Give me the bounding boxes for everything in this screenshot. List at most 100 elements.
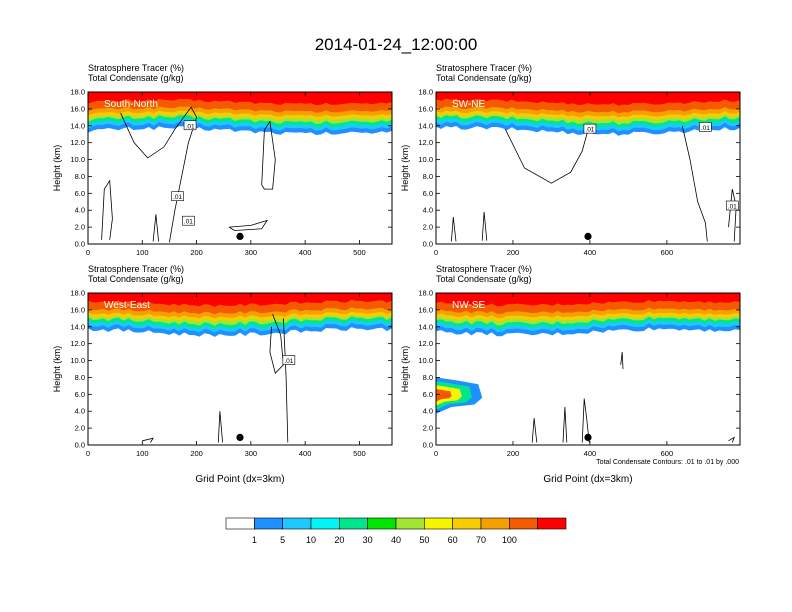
plot-border xyxy=(87,292,393,446)
y-tick-label: 0.0 xyxy=(75,441,85,450)
plot-area-nw-se: NW-SE 0.0 2.0 4.0 6.0 8.0 10.0 12.0 14.0 16.0 18.0… xyxy=(400,289,741,485)
x-tick-label: 0 xyxy=(86,248,90,257)
x-tick-label: 200 xyxy=(507,248,520,257)
condensate-contour xyxy=(120,106,198,243)
panel-header-line-1: Stratosphere Tracer (%) xyxy=(88,63,184,73)
x-tick-label: 600 xyxy=(661,449,674,458)
contour-label: .01 xyxy=(184,219,193,226)
colorbar-swatch xyxy=(509,517,538,530)
x-tick-label: 100 xyxy=(136,449,149,458)
y-tick-label: 4.0 xyxy=(423,206,433,215)
colorbar-swatch xyxy=(225,517,255,530)
panel-south-north: Stratosphere Tracer (%) Total Condensate… xyxy=(52,63,393,257)
condensate-contour xyxy=(581,398,590,443)
colorbar-label: 5 xyxy=(280,535,285,545)
panel-header-line-1: Stratosphere Tracer (%) xyxy=(436,63,532,73)
y-tick-label: 6.0 xyxy=(423,189,433,198)
condensate-contour xyxy=(451,216,457,242)
y-tick-label: 16.0 xyxy=(70,104,85,113)
x-tick-label: 200 xyxy=(190,248,203,257)
contour-label: .01 xyxy=(585,127,594,134)
condensate-contour xyxy=(152,214,159,242)
x-tick-label: 200 xyxy=(507,449,520,458)
x-tick-label: 500 xyxy=(353,449,366,458)
y-tick-label: 6.0 xyxy=(75,189,85,198)
colorbar-label: 30 xyxy=(363,535,373,545)
panel-header-line-1: Stratosphere Tracer (%) xyxy=(88,264,184,274)
colorbar-label: 40 xyxy=(391,535,401,545)
colorbar-swatch xyxy=(367,517,397,530)
y-axis-label: Height (km) xyxy=(52,346,62,393)
tracer-band xyxy=(88,293,392,307)
colorbar-swatch xyxy=(254,517,283,530)
tracer-band xyxy=(436,92,740,106)
panel-header-line-2: Total Condensate (g/kg) xyxy=(88,73,184,83)
contour-label: .01 xyxy=(284,358,293,365)
panel-west-east: Stratosphere Tracer (%) Total Condensate… xyxy=(52,264,393,485)
y-tick-label: 16.0 xyxy=(418,305,433,314)
location-marker xyxy=(584,433,592,441)
colorbar-swatch xyxy=(395,517,425,530)
y-tick-label: 2.0 xyxy=(75,223,85,232)
contour-note: Total Condensate Contours: .01 to .01 by… xyxy=(596,459,739,466)
colorbar-swatch xyxy=(282,517,312,530)
y-tick-label: 18.0 xyxy=(418,88,433,97)
condensate-contour xyxy=(481,211,488,241)
plot-area-sw-ne: .01 .01 .01 SW-NE 0.0 2.0 4.0 6.0 8.0 10.0 12.0 14.… xyxy=(400,88,741,257)
y-tick-label: 8.0 xyxy=(75,373,85,382)
y-tick-label: 16.0 xyxy=(418,104,433,113)
x-tick-label: 500 xyxy=(353,248,366,257)
condensate-contour xyxy=(269,313,284,374)
colorbar-label: 70 xyxy=(476,535,486,545)
location-marker xyxy=(236,433,244,441)
y-tick-label: 2.0 xyxy=(423,424,433,433)
x-tick-label: 100 xyxy=(136,248,149,257)
y-tick-label: 6.0 xyxy=(75,390,85,399)
y-tick-label: 8.0 xyxy=(423,172,433,181)
y-axis-label: Height (km) xyxy=(400,346,410,393)
colorbar-swatch xyxy=(339,517,368,530)
plot-area-south-north: .01 .01 .01 South-North 0.0 2.0 4.0 6.0 8.0 10.0 1… xyxy=(52,88,393,257)
panel-nw-se: Stratosphere Tracer (%) Total Condensate… xyxy=(400,264,741,485)
x-tick-label: 300 xyxy=(245,449,258,458)
y-tick-label: 14.0 xyxy=(70,322,85,331)
location-marker xyxy=(584,232,592,240)
condensate-contour xyxy=(101,179,113,240)
tracer-blob xyxy=(436,389,452,402)
y-tick-label: 18.0 xyxy=(70,88,85,97)
panel-header-line-2: Total Condensate (g/kg) xyxy=(436,274,532,284)
y-tick-label: 12.0 xyxy=(70,138,85,147)
colorbar: 1 5 10 20 30 40 50 60 70 100 xyxy=(225,517,567,545)
colorbar-label: 10 xyxy=(306,535,316,545)
tracer-band xyxy=(436,293,740,307)
panel-sw-ne: Stratosphere Tracer (%) Total Condensate… xyxy=(400,63,741,257)
y-tick-label: 6.0 xyxy=(423,390,433,399)
condensate-contour xyxy=(142,437,154,443)
contour-label: .01 xyxy=(173,194,182,201)
y-axis-label: Height (km) xyxy=(52,145,62,192)
y-axis-label: Height (km) xyxy=(400,145,410,192)
x-tick-label: 0 xyxy=(434,449,438,458)
colorbar-label: 60 xyxy=(448,535,458,545)
panel-header-line-2: Total Condensate (g/kg) xyxy=(436,73,532,83)
condensate-contour xyxy=(217,411,223,443)
colorbar-swatch xyxy=(424,517,453,530)
x-tick-label: 0 xyxy=(86,449,90,458)
colorbar-label: 100 xyxy=(502,535,517,545)
y-tick-label: 0.0 xyxy=(423,240,433,249)
panel-label: South-North xyxy=(104,99,158,110)
condensate-contour xyxy=(228,219,269,231)
x-tick-label: 400 xyxy=(584,248,597,257)
y-tick-label: 18.0 xyxy=(70,289,85,298)
y-tick-label: 12.0 xyxy=(418,138,433,147)
y-tick-label: 16.0 xyxy=(70,305,85,314)
colorbar-swatch xyxy=(310,517,340,530)
y-tick-label: 12.0 xyxy=(70,339,85,348)
panel-header-line-2: Total Condensate (g/kg) xyxy=(88,274,184,284)
condensate-contour xyxy=(504,129,589,184)
contour-label: .01 xyxy=(728,204,737,211)
y-tick-label: 10.0 xyxy=(70,356,85,365)
y-tick-label: 2.0 xyxy=(75,424,85,433)
y-tick-label: 4.0 xyxy=(75,206,85,215)
